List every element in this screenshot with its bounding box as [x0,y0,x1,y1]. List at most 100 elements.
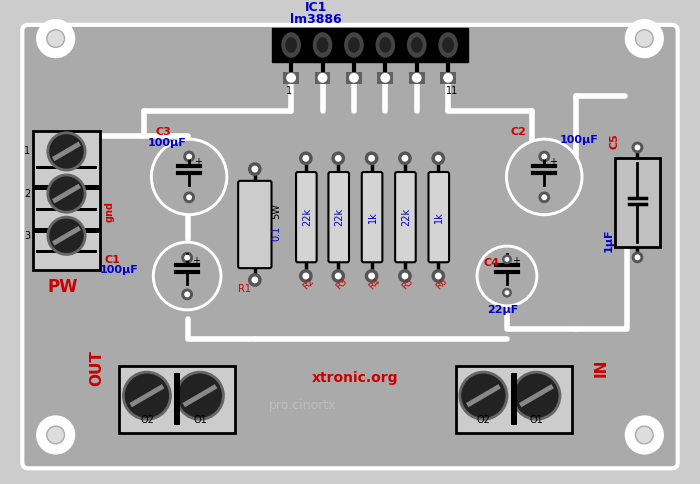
Text: R6: R6 [434,277,449,292]
Circle shape [48,133,85,170]
Bar [33,131,100,270]
Text: +: + [194,157,202,167]
Ellipse shape [281,32,301,58]
Circle shape [299,151,313,165]
Text: gnd: gnd [105,201,115,222]
Circle shape [443,73,453,83]
Circle shape [349,73,359,83]
Ellipse shape [313,32,332,58]
Circle shape [398,151,412,165]
Text: R2: R2 [302,277,316,292]
Bar [36,166,97,169]
Text: xtronic.org: xtronic.org [312,371,398,385]
Circle shape [538,192,550,203]
Text: 2: 2 [24,189,30,198]
Circle shape [184,291,190,297]
Text: C5: C5 [609,133,619,149]
Text: R3: R3 [334,277,349,292]
Circle shape [431,269,445,283]
Bar [272,28,468,62]
Bar [346,72,362,84]
Circle shape [538,151,550,163]
Text: 1: 1 [286,86,292,95]
Circle shape [331,269,345,283]
Circle shape [624,19,664,58]
Circle shape [47,30,64,47]
Circle shape [636,30,653,47]
Circle shape [398,269,412,283]
FancyBboxPatch shape [22,25,678,469]
Bar [36,208,97,211]
Text: 0.1: 0.1 [272,226,281,241]
Circle shape [368,272,375,279]
Circle shape [248,162,262,176]
Circle shape [368,155,375,162]
Text: 1μF: 1μF [604,229,614,253]
Ellipse shape [411,37,423,53]
Circle shape [380,73,390,83]
Ellipse shape [375,32,395,58]
Circle shape [302,155,309,162]
Circle shape [248,273,262,287]
Text: PW: PW [48,278,78,296]
Circle shape [505,290,510,295]
Circle shape [513,372,560,419]
Ellipse shape [348,37,360,53]
Circle shape [460,372,507,419]
Circle shape [636,426,653,444]
Circle shape [435,155,442,162]
Circle shape [184,255,190,260]
Bar [315,72,330,84]
Bar [284,72,299,84]
Circle shape [183,151,195,163]
Ellipse shape [379,37,391,53]
Text: R4: R4 [367,277,382,292]
Circle shape [123,372,171,419]
Circle shape [634,255,640,260]
Bar [33,185,100,190]
Text: C3: C3 [155,127,172,137]
Circle shape [176,372,223,419]
Circle shape [286,73,296,83]
Ellipse shape [407,32,426,58]
Text: +: + [192,257,200,266]
Text: 22μF: 22μF [487,305,519,315]
Ellipse shape [438,32,458,58]
Text: O2: O2 [140,415,154,425]
Circle shape [155,243,220,308]
Ellipse shape [316,37,328,53]
Circle shape [299,269,313,283]
Bar [174,373,181,425]
FancyBboxPatch shape [296,172,316,262]
Text: 100μF: 100μF [100,265,139,275]
Text: OUT: OUT [90,350,105,386]
Circle shape [624,415,664,454]
Ellipse shape [285,37,297,53]
Text: 100μF: 100μF [148,137,187,148]
Text: O1: O1 [529,415,543,425]
Text: 1: 1 [24,146,30,156]
Text: 22k: 22k [334,208,344,226]
Bar [615,158,660,246]
Text: O1: O1 [193,415,206,425]
Bar [33,228,100,233]
Circle shape [479,247,536,304]
Circle shape [631,142,643,153]
Circle shape [186,153,192,159]
FancyBboxPatch shape [395,172,416,262]
Circle shape [502,288,512,298]
Circle shape [152,241,223,311]
Circle shape [47,426,64,444]
Bar [377,72,393,84]
Text: 3: 3 [24,231,30,241]
Circle shape [36,19,76,58]
Circle shape [181,252,193,263]
Circle shape [251,166,258,172]
Bar [511,373,517,425]
FancyBboxPatch shape [428,172,449,262]
Circle shape [153,141,225,213]
Circle shape [181,288,193,300]
FancyBboxPatch shape [238,181,272,268]
Text: 5W: 5W [272,203,281,219]
Circle shape [365,151,379,165]
